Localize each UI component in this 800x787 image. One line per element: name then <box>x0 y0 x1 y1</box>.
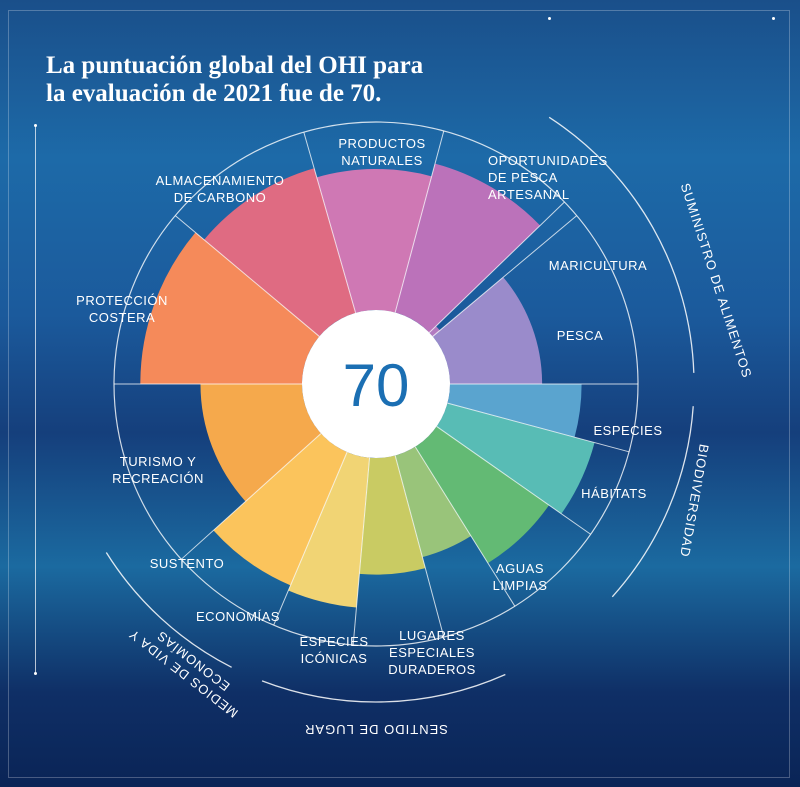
decorative-dot <box>34 124 37 127</box>
decorative-dot <box>34 672 37 675</box>
goal-label: ALMACENAMIENTO DE CARBONO <box>156 173 285 205</box>
grid-spoke <box>414 446 516 607</box>
petal-6 <box>140 232 320 384</box>
goal-label: HÁBITATS <box>581 486 647 501</box>
decorative-dot <box>548 17 551 20</box>
petal-9 <box>288 452 370 608</box>
goal-label: ESPECIES <box>593 423 662 438</box>
goal-label: OPORTUNIDADES DE PESCA ARTESANAL <box>488 153 608 202</box>
petal-12 <box>415 426 550 564</box>
grid-spoke <box>436 426 591 535</box>
grid-spoke <box>394 130 445 313</box>
overall-score: 70 <box>343 352 410 419</box>
petals-layer <box>140 163 595 608</box>
petal-3 <box>395 163 541 333</box>
grid-spoke <box>303 132 357 314</box>
bracket-livelihoods <box>105 552 232 668</box>
grid-spoke <box>174 215 320 337</box>
decorative-dot <box>772 17 775 20</box>
grid-spoke <box>394 455 445 638</box>
grid-layer <box>113 121 639 647</box>
petal-14 <box>447 384 582 438</box>
petal-5 <box>204 168 356 337</box>
goal-label: SUSTENTO <box>150 556 225 571</box>
petal-10 <box>359 455 426 575</box>
goal-label: PRODUCTOS NATURALES <box>338 136 425 168</box>
group-label: SUMINISTRO DE ALIMENTOS <box>678 181 755 380</box>
grid-spoke <box>273 451 348 626</box>
group-label: SENTIDO DE LUGAR <box>304 722 448 737</box>
frame-border <box>8 10 790 778</box>
petal-13 <box>436 403 595 514</box>
petal-2 <box>429 326 440 337</box>
grid-spoke <box>352 457 371 646</box>
grid-spoke <box>180 433 322 560</box>
bracket-sense-of-place <box>261 673 506 703</box>
goal-label: PESCA <box>557 328 604 343</box>
goal-label: MARICULTURA <box>549 258 647 273</box>
grid-spoke <box>432 215 578 337</box>
petal-8 <box>213 433 348 586</box>
goal-label: ECONOMÍAS <box>196 609 280 624</box>
decorative-line <box>35 126 36 674</box>
outer-ring <box>113 121 639 647</box>
labels-layer: PESCA MARICULTURA OPORTUNIDADES DE PESCA ART… <box>76 136 662 677</box>
petal-1 <box>432 277 543 384</box>
goal-label: AGUAS LIMPIAS <box>493 561 548 593</box>
center-circle <box>302 310 450 458</box>
petal-11 <box>395 446 472 558</box>
grid-spoke <box>447 402 630 453</box>
bracket-biodiversity <box>611 406 694 598</box>
group-label: BIODIVERSIDAD <box>677 443 712 559</box>
goal-label: ESPECIES ICÓNICAS <box>299 634 368 666</box>
goal-label: LUGARES ESPECIALES DURADEROS <box>388 628 476 677</box>
page-title: La puntuación global del OHI para la eva… <box>46 52 424 107</box>
goal-label: PROTECCIÓN COSTERA <box>76 293 168 325</box>
goal-label: TURISMO Y RECREACIÓN <box>112 454 204 486</box>
bracket-food <box>548 116 695 373</box>
petal-7 <box>200 384 322 502</box>
group-label: MEDIOS DE VIDA YECONOMÍAS <box>126 614 251 721</box>
grid-spoke <box>428 201 565 333</box>
